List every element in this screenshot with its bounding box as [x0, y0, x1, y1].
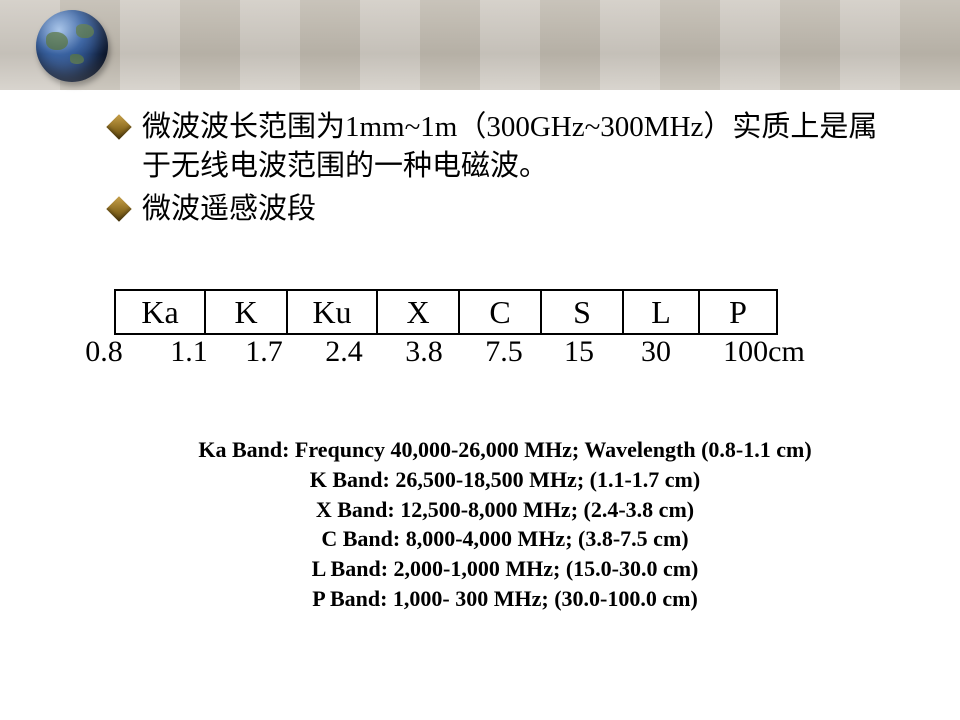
band-cell: S: [541, 290, 623, 334]
band-cell: Ka: [115, 290, 205, 334]
header-world-map-band: [0, 0, 960, 90]
band-cell: Ku: [287, 290, 377, 334]
scale-tick-label: 2.4: [325, 335, 363, 369]
band-detail-line: X Band: 12,500-8,000 MHz; (2.4-3.8 cm): [110, 495, 900, 525]
scale-tick-label: 15: [564, 335, 594, 369]
scale-tick-label: 1.1: [170, 335, 208, 369]
band-table: KaKKuXCSLP: [114, 289, 778, 335]
band-detail-line: K Band: 26,500-18,500 MHz; (1.1-1.7 cm): [110, 465, 900, 495]
band-scale-row: 0.8 1.1 1.7 2.4 3.8 7.5 15 30 100cm: [64, 335, 864, 375]
scale-tick-label: 1.7: [245, 335, 283, 369]
diamond-bullet-icon: [106, 197, 131, 222]
band-detail-line: P Band: 1,000- 300 MHz; (30.0-100.0 cm): [110, 584, 900, 614]
band-cell: P: [699, 290, 777, 334]
bullet-item: 微波波长范围为1mm~1m（300GHz~300MHz）实质上是属于无线电波范围…: [110, 108, 900, 186]
band-cell: X: [377, 290, 459, 334]
band-cell: L: [623, 290, 699, 334]
band-chart: KaKKuXCSLP 0.81.11.72.43.87.51530100cm: [110, 289, 900, 375]
slide-body: 微波波长范围为1mm~1m（300GHz~300MHz）实质上是属于无线电波范围…: [0, 90, 960, 614]
scale-tick-label: 100cm: [723, 335, 805, 369]
band-cell: C: [459, 290, 541, 334]
slide: 微波波长范围为1mm~1m（300GHz~300MHz）实质上是属于无线电波范围…: [0, 0, 960, 720]
scale-tick-label: 7.5: [485, 335, 523, 369]
bullet-text: 微波遥感波段: [142, 190, 900, 229]
bullet-text: 微波波长范围为1mm~1m（300GHz~300MHz）实质上是属于无线电波范围…: [142, 108, 900, 186]
globe-icon: [36, 10, 108, 82]
band-detail-line: C Band: 8,000-4,000 MHz; (3.8-7.5 cm): [110, 524, 900, 554]
band-cell: K: [205, 290, 287, 334]
band-detail-line: Ka Band: Frequncy 40,000-26,000 MHz; Wav…: [110, 435, 900, 465]
band-detail-line: L Band: 2,000-1,000 MHz; (15.0-30.0 cm): [110, 554, 900, 584]
scale-tick-label: 30: [641, 335, 671, 369]
band-details: Ka Band: Frequncy 40,000-26,000 MHz; Wav…: [110, 435, 900, 613]
scale-tick-label: 0.8: [85, 335, 123, 369]
diamond-bullet-icon: [106, 114, 131, 139]
scale-tick-label: 3.8: [405, 335, 443, 369]
bullet-item: 微波遥感波段: [110, 190, 900, 229]
